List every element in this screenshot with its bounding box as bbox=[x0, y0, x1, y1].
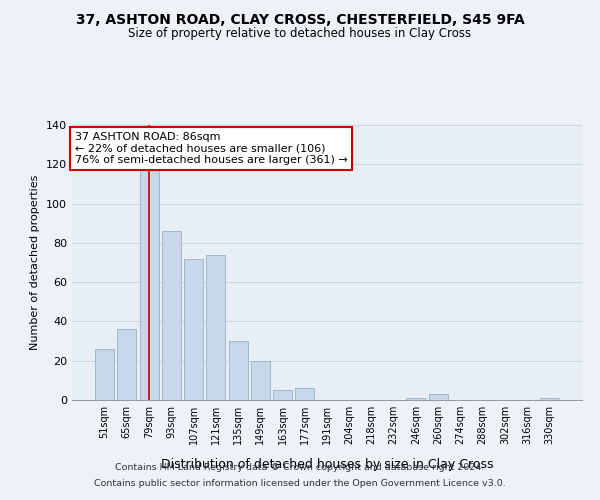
Bar bbox=[206, 254, 225, 400]
Bar bbox=[162, 231, 181, 400]
Text: 37 ASHTON ROAD: 86sqm
← 22% of detached houses are smaller (106)
76% of semi-det: 37 ASHTON ROAD: 86sqm ← 22% of detached … bbox=[74, 132, 347, 165]
Bar bbox=[273, 390, 292, 400]
Bar bbox=[229, 341, 248, 400]
X-axis label: Distribution of detached houses by size in Clay Cross: Distribution of detached houses by size … bbox=[161, 458, 493, 471]
Text: Contains HM Land Registry data © Crown copyright and database right 2024.: Contains HM Land Registry data © Crown c… bbox=[115, 464, 485, 472]
Bar bbox=[251, 360, 270, 400]
Bar bbox=[140, 168, 158, 400]
Bar bbox=[429, 394, 448, 400]
Bar bbox=[295, 388, 314, 400]
Text: 37, ASHTON ROAD, CLAY CROSS, CHESTERFIELD, S45 9FA: 37, ASHTON ROAD, CLAY CROSS, CHESTERFIEL… bbox=[76, 12, 524, 26]
Bar bbox=[540, 398, 559, 400]
Bar bbox=[184, 258, 203, 400]
Y-axis label: Number of detached properties: Number of detached properties bbox=[31, 175, 40, 350]
Text: Contains public sector information licensed under the Open Government Licence v3: Contains public sector information licen… bbox=[94, 478, 506, 488]
Text: Size of property relative to detached houses in Clay Cross: Size of property relative to detached ho… bbox=[128, 28, 472, 40]
Bar bbox=[406, 398, 425, 400]
Bar bbox=[118, 330, 136, 400]
Bar bbox=[95, 349, 114, 400]
